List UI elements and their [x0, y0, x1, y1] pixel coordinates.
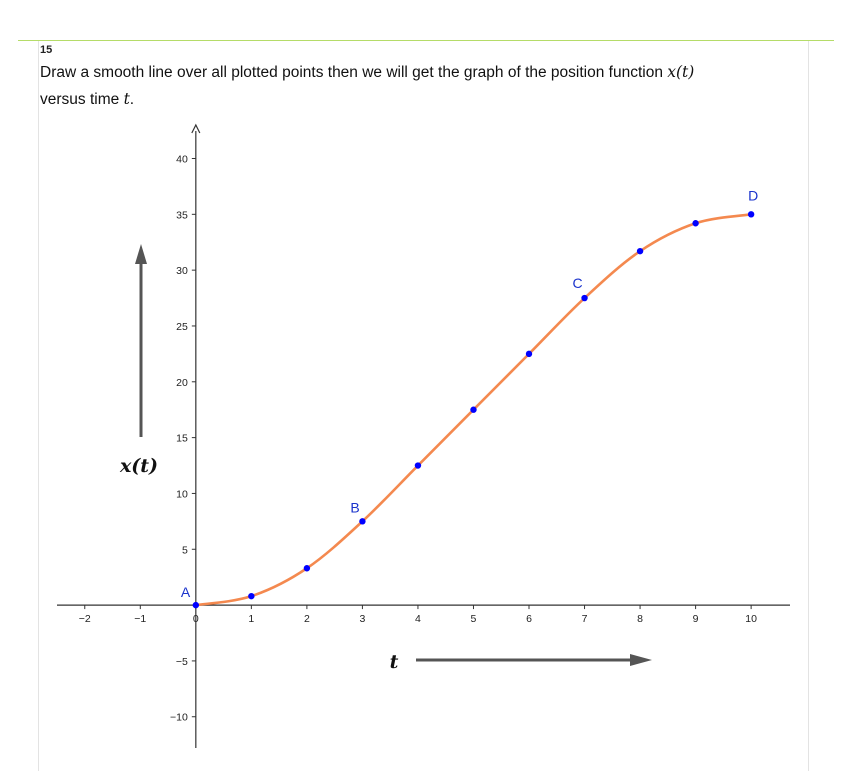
x-tick-label: −2	[79, 613, 91, 625]
data-point	[747, 211, 755, 218]
x-tick-label: −1	[134, 613, 146, 625]
y-arrow-label: x(t)	[119, 455, 158, 477]
data-point	[303, 565, 311, 572]
point-label-c: C	[573, 275, 583, 291]
data-point	[525, 350, 533, 358]
data-point	[359, 518, 366, 525]
frame-left-border	[38, 41, 39, 771]
x-tick-label: 4	[415, 613, 421, 625]
x-tick-label: 3	[359, 613, 365, 625]
question-math-xt: x(t)	[667, 63, 695, 81]
top-divider	[18, 40, 834, 41]
x-tick-label: 10	[745, 613, 757, 625]
question-text-part2: versus time	[40, 91, 124, 108]
y-tick-label: 30	[176, 265, 188, 277]
y-tick-label: −5	[176, 656, 188, 668]
y-tick-label: 10	[176, 488, 188, 500]
data-point	[636, 247, 644, 255]
x-tick-label: 6	[526, 613, 532, 625]
data-point	[692, 220, 699, 227]
question-number: 15	[40, 44, 53, 56]
point-label-a: A	[181, 584, 191, 600]
point-label-b: B	[350, 499, 359, 515]
y-tick-label: 5	[182, 544, 188, 556]
x-tick-label: 5	[471, 613, 477, 625]
y-axis-arrowhead	[191, 123, 201, 134]
y-tick-label: 40	[176, 153, 188, 165]
data-point	[414, 462, 422, 469]
y-tick-label: 35	[176, 209, 188, 221]
point-label-d: D	[748, 187, 758, 203]
x-arrow-label: t	[390, 651, 399, 673]
data-point	[248, 592, 255, 600]
x-tick-label: 1	[248, 613, 254, 625]
question-text-end: .	[129, 91, 135, 108]
vertical-annotation-arrowhead	[135, 244, 147, 264]
x-tick-label: 7	[582, 613, 588, 625]
horizontal-annotation-arrowhead	[630, 654, 652, 666]
data-point	[581, 294, 588, 302]
x-tick-label: 2	[304, 613, 310, 625]
question-text-part1: Draw a smooth line over all plotted poin…	[40, 64, 668, 81]
data-point	[192, 601, 200, 609]
y-tick-label: −10	[170, 712, 188, 724]
y-tick-label: 15	[176, 433, 188, 445]
question-math-t: t	[123, 90, 130, 108]
x-tick-label: 8	[637, 613, 643, 625]
x-tick-label: 9	[693, 613, 699, 625]
data-point	[470, 406, 477, 413]
frame-right-border	[808, 41, 809, 771]
y-tick-label: 25	[176, 321, 188, 333]
y-tick-label: 20	[176, 377, 188, 389]
question-text: Draw a smooth line over all plotted poin…	[40, 59, 800, 113]
x-tick-label: 0	[193, 613, 199, 625]
